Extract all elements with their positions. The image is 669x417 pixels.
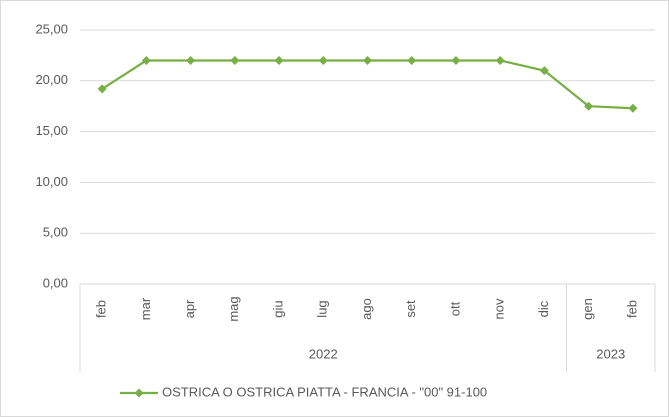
y-tick-label: 0,00 xyxy=(43,275,68,290)
x-tick-label: giu xyxy=(270,300,285,317)
point-marker xyxy=(539,66,549,76)
x-tick-label: mag xyxy=(226,296,241,321)
legend-label: OSTRICA O OSTRICA PIATTA - FRANCIA - "00… xyxy=(162,384,487,399)
x-tick-label: mar xyxy=(138,297,153,320)
point-marker xyxy=(318,55,328,65)
y-tick-label: 15,00 xyxy=(35,123,68,138)
point-marker xyxy=(141,55,151,65)
x-tick-label: ott xyxy=(447,301,462,316)
point-marker xyxy=(584,101,594,111)
group-label: 2023 xyxy=(596,346,625,361)
x-tick-label: nov xyxy=(492,298,507,319)
point-marker xyxy=(274,55,284,65)
x-tick-label: apr xyxy=(182,299,197,318)
point-marker xyxy=(407,55,417,65)
x-tick-label: lug xyxy=(315,300,330,317)
point-marker xyxy=(186,55,196,65)
y-tick-label: 25,00 xyxy=(35,21,68,36)
y-tick-label: 20,00 xyxy=(35,72,68,87)
x-tick-label: ago xyxy=(359,298,374,320)
y-tick-label: 5,00 xyxy=(43,225,68,240)
legend-marker xyxy=(134,388,144,398)
point-marker xyxy=(495,55,505,65)
point-marker xyxy=(451,55,461,65)
group-label: 2022 xyxy=(309,346,338,361)
x-tick-label: feb xyxy=(94,300,109,318)
point-marker xyxy=(628,103,638,113)
x-tick-label: set xyxy=(403,300,418,318)
x-tick-label: feb xyxy=(624,300,639,318)
y-tick-label: 10,00 xyxy=(35,174,68,189)
x-tick-label: dic xyxy=(536,300,551,317)
point-marker xyxy=(230,55,240,65)
x-tick-label: gen xyxy=(580,298,595,320)
point-marker xyxy=(97,84,107,94)
point-marker xyxy=(363,55,372,65)
